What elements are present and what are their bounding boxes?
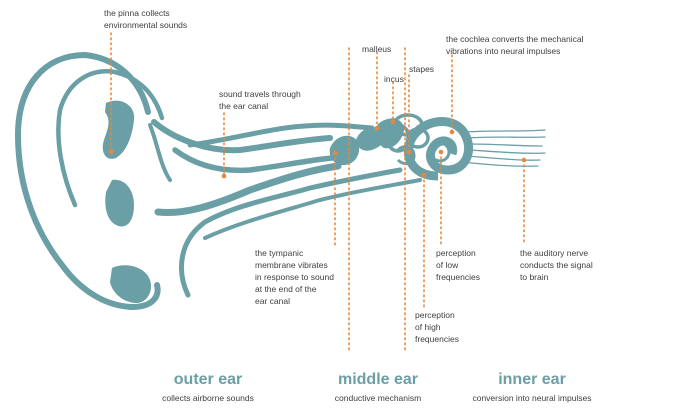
high-frequency-label: perception of high frequencies bbox=[415, 310, 459, 344]
malleus-marker bbox=[374, 125, 380, 131]
tragus bbox=[105, 179, 134, 227]
canal-middle bbox=[172, 147, 335, 174]
incus-marker bbox=[390, 119, 396, 125]
antihelix-outline bbox=[56, 69, 165, 208]
skull-wall-upper bbox=[187, 122, 375, 148]
tympanic-marker bbox=[332, 150, 338, 156]
stapes-label: stapes bbox=[409, 64, 435, 74]
tympanic-label: the tympanic membrane vibrates in respon… bbox=[255, 248, 334, 306]
concha-curve bbox=[148, 123, 172, 182]
canal-lower bbox=[154, 162, 342, 217]
inner-ear-subtitle: conversion into neural impulses bbox=[472, 393, 592, 403]
malleus-label: malleus bbox=[362, 44, 392, 54]
low-marker bbox=[438, 149, 444, 155]
high-marker bbox=[421, 172, 427, 178]
stapes-marker bbox=[406, 149, 412, 155]
cochlea-marker bbox=[449, 129, 455, 135]
cochlea-label: the cochlea converts the mechanical vibr… bbox=[446, 34, 584, 56]
outer-ear-subtitle: collects airborne sounds bbox=[162, 393, 254, 403]
pinna-fold bbox=[102, 100, 135, 159]
ear-anatomy bbox=[14, 51, 546, 311]
auditory-nerve-label: the auditory nerve conducts the signal t… bbox=[520, 248, 593, 282]
skull-wall-lower-2 bbox=[203, 178, 422, 240]
canal-upper bbox=[151, 119, 333, 154]
outer-ear-title: outer ear bbox=[173, 371, 243, 388]
callout-guides bbox=[110, 32, 525, 353]
earlobe bbox=[110, 265, 152, 304]
tympanic-membrane bbox=[329, 135, 360, 166]
auditory-nerve bbox=[461, 129, 546, 167]
pinna-label: the pinna collects environmental sounds bbox=[104, 8, 188, 30]
cochlea bbox=[404, 117, 474, 181]
inner-ear-title: inner ear bbox=[498, 371, 566, 388]
canal-marker bbox=[221, 173, 227, 179]
low-frequency-label: perception of low frequencies bbox=[436, 248, 480, 282]
callout-markers bbox=[108, 119, 527, 179]
incus-label: incus bbox=[384, 74, 404, 84]
canal-label: sound travels through the ear canal bbox=[219, 89, 301, 111]
middle-ear-subtitle: conductive mechanism bbox=[334, 393, 422, 403]
nerve-marker bbox=[521, 157, 527, 163]
helix-outline bbox=[14, 51, 161, 311]
skull-wall-lower bbox=[179, 167, 403, 298]
middle-ear-title: middle ear bbox=[337, 371, 419, 388]
pinna-marker bbox=[108, 149, 114, 155]
